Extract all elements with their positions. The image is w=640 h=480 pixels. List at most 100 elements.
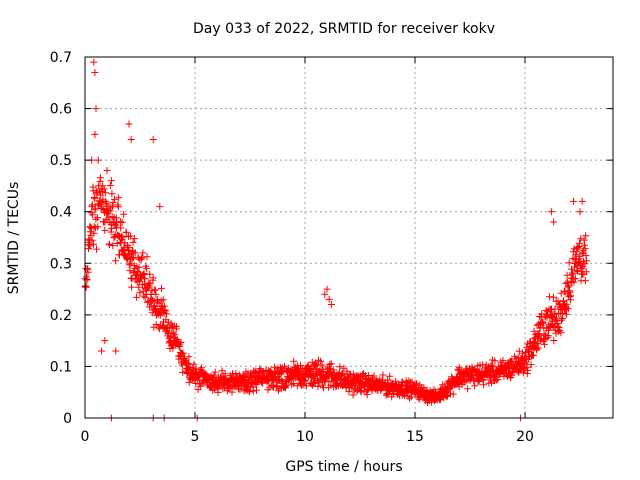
data-point [245,388,253,396]
y-tick-label: 0.5 [50,153,72,169]
data-point [581,245,589,253]
data-point [557,289,565,297]
data-point [349,391,357,399]
data-point [576,208,584,216]
data-point [94,223,102,231]
data-point [141,293,149,301]
data-point [89,211,97,219]
data-point [116,218,124,226]
data-point [152,290,160,298]
data-point [515,347,523,355]
data-point [574,267,582,275]
data-point [494,376,502,384]
data-point [312,362,320,370]
data-point [558,316,565,324]
data-point [293,382,301,390]
data-point [318,361,326,369]
data-point [209,386,217,394]
data-point [581,277,589,285]
data-point [565,259,573,267]
y-tick-label: 0.1 [50,359,72,375]
data-point [550,218,558,226]
data-point [565,282,573,290]
data-point [87,223,95,231]
data-point [321,290,329,298]
data-point [582,232,590,240]
data-point [128,275,136,283]
data-point [327,360,335,368]
data-point [115,194,123,202]
data-point [310,379,317,387]
data-point [462,377,470,385]
data-point [530,327,538,335]
data-point [480,381,488,389]
data-point [132,293,140,301]
data-point [564,305,572,313]
data-point [106,241,113,249]
data-point [141,275,149,283]
data-point [232,370,240,377]
data-point [564,283,572,291]
data-point [116,251,123,259]
data-point [384,376,392,384]
data-point [179,349,187,357]
data-point [97,201,105,209]
data-point [91,204,99,212]
data-point [579,246,587,254]
y-tick-label: 0.3 [50,256,72,272]
data-point [146,280,154,288]
data-point [149,274,157,282]
data-point [126,251,134,259]
data-point [326,361,334,368]
data-point [550,310,558,318]
data-point [345,388,353,396]
data-point [444,386,452,393]
data-point [125,261,133,269]
data-point [151,286,159,294]
data-point [126,267,134,275]
data-point [445,385,453,393]
data-point [454,365,462,373]
data-point [249,387,257,395]
data-point [406,394,413,402]
x-tick-label: 15 [406,429,424,445]
data-point [214,388,222,396]
data-point [150,303,158,311]
data-point [550,337,558,344]
data-point [160,302,168,310]
data-point [388,393,396,401]
data-point [128,283,136,291]
data-point [403,381,410,389]
data-point [289,380,297,387]
grid-lines [85,57,613,418]
data-point [386,372,394,380]
data-point [578,197,586,205]
data-point [98,205,106,212]
data-point [339,369,347,377]
data-point [581,241,588,249]
data-point [211,368,219,376]
data-point [190,360,198,368]
y-tick-label: 0.4 [50,205,72,221]
x-tick-label: 0 [81,429,90,445]
data-point [464,385,472,393]
data-point [91,69,99,76]
data-point [392,377,400,385]
data-point [405,377,413,385]
data-point [107,177,115,185]
data-point [491,357,499,365]
data-point [382,391,390,399]
data-point [282,382,290,389]
data-point [114,203,122,211]
data-point [554,323,562,331]
y-tick-labels: 0 0.1 0.2 0.3 0.4 0.5 0.6 0.7 [50,50,72,427]
data-point [96,174,104,182]
x-tick-label: 10 [296,429,314,445]
data-point [569,254,577,262]
x-tick-label: 5 [191,429,200,445]
data-point [94,156,102,164]
data-point [92,215,100,223]
data-point [563,310,570,318]
data-point [581,260,589,268]
